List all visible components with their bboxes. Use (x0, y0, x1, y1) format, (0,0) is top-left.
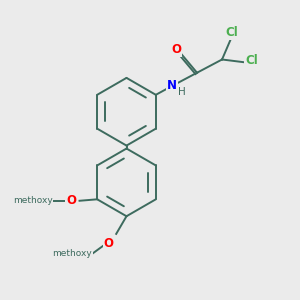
Text: methoxy: methoxy (13, 196, 52, 205)
Text: H: H (178, 88, 185, 98)
Text: Cl: Cl (226, 26, 238, 39)
Text: Cl: Cl (245, 55, 258, 68)
Text: O: O (171, 43, 182, 56)
Text: N: N (167, 80, 177, 92)
Text: O: O (104, 237, 114, 250)
Text: O: O (66, 194, 76, 207)
Text: methoxy: methoxy (52, 248, 92, 257)
